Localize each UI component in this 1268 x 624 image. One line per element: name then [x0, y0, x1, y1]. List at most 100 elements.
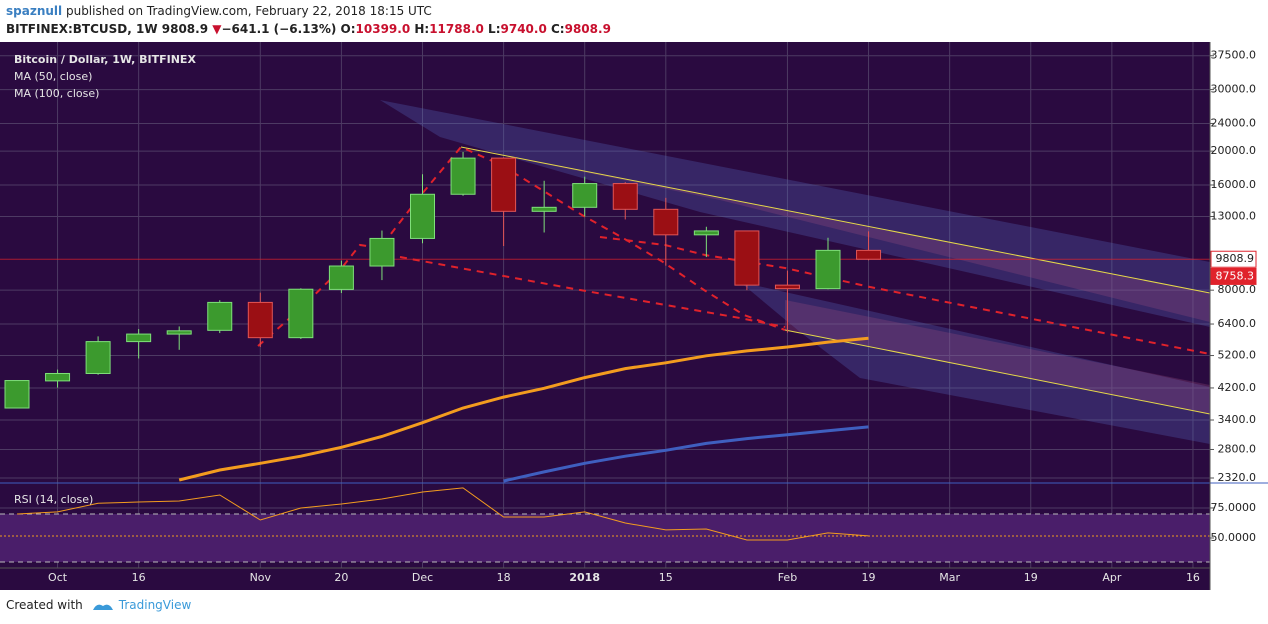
chart-title: Bitcoin / Dollar, 1W, BITFINEX — [14, 53, 196, 66]
channel-band — [740, 282, 1210, 444]
candle-body — [531, 206, 557, 212]
footer: Created with TradingView — [6, 598, 191, 612]
candle-body — [612, 183, 638, 210]
trend-line — [784, 329, 1210, 415]
x-tick-label: 2018 — [569, 571, 600, 584]
candle-body — [410, 193, 435, 239]
dashed-path — [399, 256, 786, 328]
publish-line: spaznull published on TradingView.com, F… — [6, 4, 432, 18]
legend: Bitcoin / Dollar, 1W, BITFINEX MA (50, cl… — [14, 53, 196, 506]
dashed-path — [257, 145, 786, 347]
grid — [0, 42, 1210, 568]
y-tick-label: 5200.0 — [1218, 349, 1257, 362]
price: 9808.9 — [161, 22, 209, 36]
y-tick-label: 50.0000 — [1211, 531, 1257, 544]
y-tick-label: 8000.0 — [1218, 283, 1257, 296]
legend-entry: MA (50, close) — [14, 70, 92, 83]
x-tick-label: 20 — [334, 571, 348, 584]
price-label: 8758.3 — [1216, 269, 1255, 282]
candle-body — [572, 183, 598, 208]
candle-body — [126, 333, 152, 343]
x-tick-label: 15 — [659, 571, 673, 584]
candle-body — [369, 237, 395, 267]
x-tick-label: 16 — [1186, 571, 1200, 584]
y-tick-label: 37500.0 — [1211, 49, 1257, 62]
header: spaznull published on TradingView.com, F… — [0, 0, 1268, 42]
channel-band — [380, 100, 1210, 327]
high: 11788.0 — [429, 22, 484, 36]
candle-body — [491, 157, 517, 212]
author[interactable]: spaznull — [6, 4, 63, 18]
low: 9740.0 — [500, 22, 547, 36]
y-tick-label: 20000.0 — [1211, 144, 1257, 157]
candle-body — [774, 284, 800, 290]
candle-body — [166, 330, 192, 335]
change: −641.1 (−6.13%) — [221, 22, 337, 36]
open-label: O: — [340, 22, 356, 36]
candle-body — [45, 372, 71, 382]
legend-entry: MA (100, close) — [14, 87, 99, 100]
y-tick-label: 16000.0 — [1211, 178, 1257, 191]
y-tick-label: 2800.0 — [1218, 442, 1257, 455]
symbol: BITFINEX:BTCUSD, 1W — [6, 22, 158, 36]
y-tick-label: 30000.0 — [1211, 83, 1257, 96]
x-tick-label: Nov — [250, 571, 272, 584]
legend-entry: RSI (14, close) — [14, 493, 93, 506]
candle-body — [207, 301, 233, 331]
logo — [92, 604, 113, 610]
candle-body — [247, 301, 273, 339]
rsi-panel — [16, 487, 869, 541]
y-tick-label: 24000.0 — [1211, 116, 1257, 129]
price-label-box — [1210, 250, 1257, 268]
x-tick-label: 16 — [132, 571, 146, 584]
candle-body — [450, 157, 476, 195]
candle-body — [288, 288, 314, 339]
y-tick-label: 2320.0 — [1218, 471, 1257, 484]
x-tick-label: 18 — [497, 571, 511, 584]
candle-body — [693, 230, 719, 236]
published: published on TradingView.com, February 2… — [65, 4, 432, 18]
close-label: C: — [551, 22, 565, 36]
close: 9808.9 — [564, 22, 611, 36]
brand[interactable]: TradingView — [118, 598, 192, 612]
created: Created with — [6, 598, 83, 612]
x-tick-label: Feb — [778, 571, 797, 584]
line-series — [16, 487, 869, 541]
x-tick-label: Oct — [48, 571, 68, 584]
y-tick-label: 3400.0 — [1218, 413, 1257, 426]
x-tick-label: Apr — [1102, 571, 1122, 584]
candle-body — [328, 265, 354, 290]
high-label: H: — [414, 22, 430, 36]
candle-body — [815, 249, 841, 290]
rsi-band — [0, 514, 1210, 562]
candle-body — [85, 341, 111, 374]
quote-line: BITFINEX:BTCUSD, 1W 9808.9 ▼−641.1 (−6.1… — [6, 22, 611, 36]
price-panel — [0, 151, 1210, 483]
line-series — [503, 425, 869, 483]
price-label-box — [1210, 267, 1257, 285]
channel-band — [785, 300, 1210, 414]
candle-body — [4, 380, 30, 409]
line-series — [178, 336, 869, 482]
x-tick-label: Dec — [412, 571, 433, 584]
x-tick-label: 19 — [862, 571, 876, 584]
arrow: ▼ — [212, 22, 222, 36]
y-tick-label: 75.0000 — [1211, 501, 1257, 514]
drawings — [257, 100, 1210, 444]
open: 10399.0 — [355, 22, 411, 36]
trend-line — [460, 146, 1210, 294]
candle-body — [653, 208, 679, 236]
plot-background — [0, 42, 1210, 590]
y-tick-label: 4200.0 — [1218, 381, 1257, 394]
axis-background — [1210, 42, 1268, 590]
x-tick-label: 19 — [1024, 571, 1038, 584]
x-tick-label: Mar — [939, 571, 960, 584]
y-tick-label: 13000.0 — [1211, 209, 1257, 222]
candle-body — [734, 230, 760, 286]
y-tick-label: 6400.0 — [1218, 317, 1257, 330]
chart: Bitcoin / Dollar, 1W, BITFINEX MA (50, cl… — [0, 42, 1268, 590]
candle-body — [856, 249, 882, 260]
price-label: 9808.9 — [1216, 252, 1255, 265]
low-label: L: — [488, 22, 501, 36]
